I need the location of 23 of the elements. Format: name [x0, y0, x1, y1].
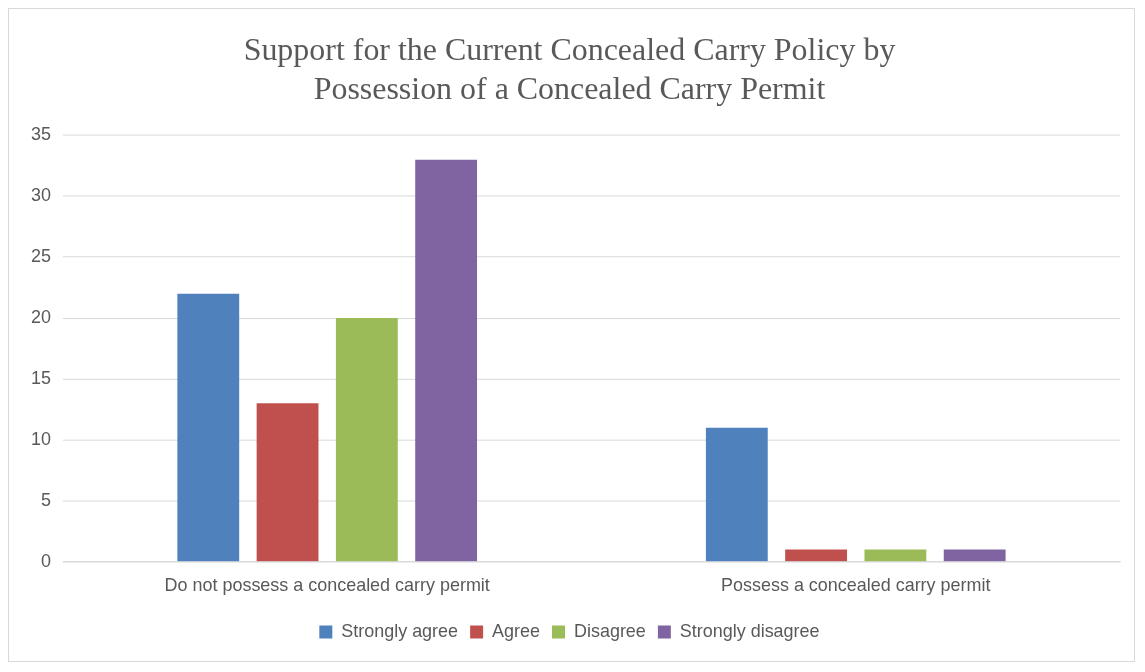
bar: [864, 549, 927, 562]
bar: [256, 403, 319, 562]
y-tick-label: 15: [30, 367, 51, 388]
legend-label: Agree: [492, 621, 541, 642]
legend-label: Strongly agree: [341, 621, 459, 642]
y-tick-label: 30: [30, 185, 51, 206]
bar: [335, 318, 398, 562]
y-tick-label: 35: [30, 124, 51, 145]
y-tick-label: 25: [30, 246, 51, 267]
legend-label: Disagree: [573, 621, 646, 642]
bar: [177, 293, 240, 562]
legend-label: Strongly disagree: [679, 621, 820, 642]
y-tick-label: 0: [40, 550, 51, 571]
bar: [415, 159, 478, 562]
chart-title: Support for the Current Concealed Carry Policy by Possession of a Concealed Carry Permit: [243, 32, 896, 106]
y-tick-label: 5: [40, 489, 51, 510]
bar: [943, 549, 1006, 562]
x-tick-label: Do not possess a concealed carry permit: [164, 575, 490, 596]
y-tick-label: 20: [30, 307, 51, 328]
bar: [785, 549, 848, 562]
x-tick-label: Possess a concealed carry permit: [721, 575, 991, 596]
y-tick-label: 10: [30, 428, 51, 449]
bar: [705, 427, 768, 562]
